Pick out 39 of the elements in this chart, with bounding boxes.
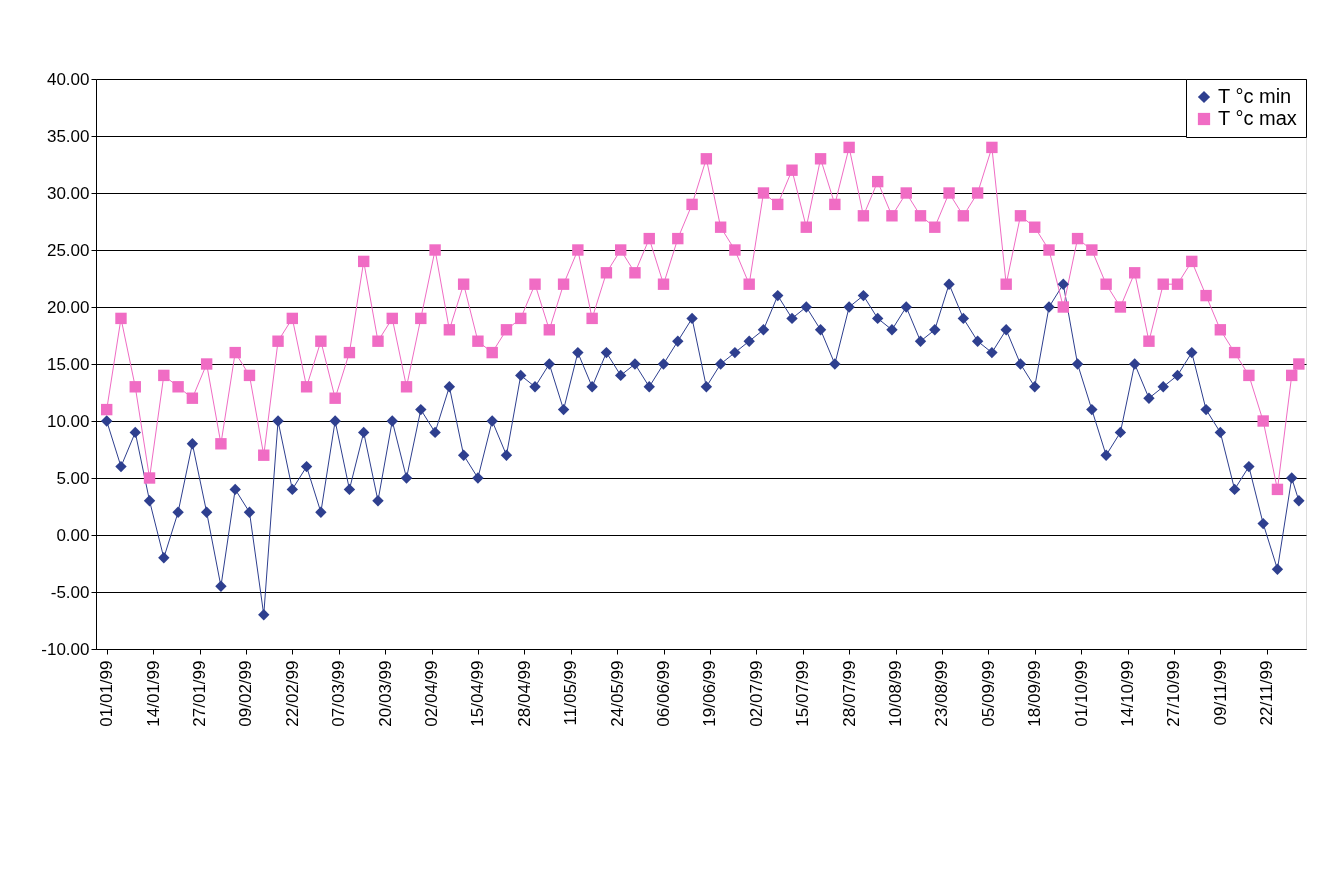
x-tick-label: 09/11/99 <box>1210 660 1230 726</box>
x-tick-label: 27/01/99 <box>190 660 210 727</box>
y-tick-label: 25.00 <box>46 240 90 260</box>
x-tick-label: 09/02/99 <box>236 660 256 727</box>
x-tick-label: 05/09/99 <box>978 660 998 727</box>
y-tick-label: 20.00 <box>46 297 90 317</box>
x-tick-label: 18/09/99 <box>1025 660 1045 727</box>
y-tick-label: 40.00 <box>46 69 90 89</box>
y-tick-label: 0.00 <box>56 525 90 545</box>
y-tick-label: 10.00 <box>46 411 90 431</box>
x-tick-label: 15/04/99 <box>468 660 488 727</box>
y-tick-label: -10.00 <box>41 639 90 659</box>
x-tick-label: 24/05/99 <box>607 660 627 727</box>
x-tick-label: 28/07/99 <box>839 660 859 727</box>
x-tick-label: 19/06/99 <box>700 660 720 727</box>
x-tick-label: 15/07/99 <box>793 660 813 727</box>
x-tick-label: 28/04/99 <box>514 660 534 727</box>
x-tick-label: 01/10/99 <box>1071 660 1091 727</box>
x-tick-label: 01/01/99 <box>97 660 117 727</box>
x-tick-label: 06/06/99 <box>654 660 674 727</box>
y-tick-label: 35.00 <box>46 126 90 146</box>
y-tick-label: 30.00 <box>46 183 90 203</box>
x-tick-label: 22/11/99 <box>1257 660 1277 726</box>
x-tick-label: 14/10/99 <box>1118 660 1138 727</box>
x-tick-label: 14/01/99 <box>143 660 163 727</box>
x-tick-label: 27/10/99 <box>1164 660 1184 727</box>
x-tick-label: 02/04/99 <box>422 660 442 727</box>
x-tick-label: 07/03/99 <box>329 660 349 727</box>
x-tick-label: 23/08/99 <box>932 660 952 727</box>
y-tick-label: 15.00 <box>46 354 90 374</box>
x-tick-label: 10/08/99 <box>886 660 906 727</box>
x-tick-label: 11/05/99 <box>561 660 581 726</box>
x-tick-label: 20/03/99 <box>375 660 395 727</box>
y-tick-label: 5.00 <box>56 468 90 488</box>
legend-label: T °c max <box>1218 107 1297 129</box>
x-tick-label: 22/02/99 <box>282 660 302 727</box>
x-tick-label: 02/07/99 <box>746 660 766 727</box>
y-tick-label: -5.00 <box>50 582 90 602</box>
legend-label: T °c min <box>1218 85 1292 107</box>
